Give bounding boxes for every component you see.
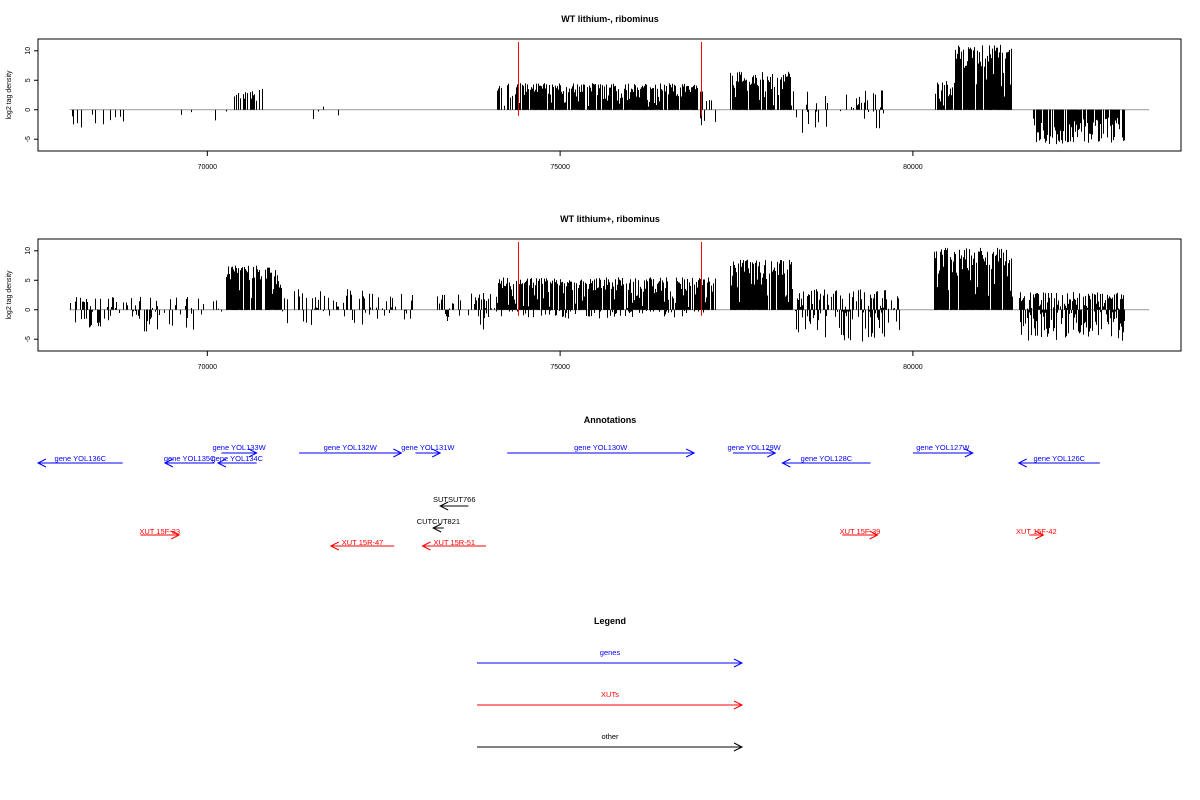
annotation-feature: gene YOL126C <box>1017 454 1100 468</box>
annotation-feature: XUT 15F-33 <box>139 527 181 540</box>
y-axis-label: log2 tag density <box>6 270 13 320</box>
plot-frame <box>37 238 1182 352</box>
x-tick-label: 80000 <box>903 364 923 371</box>
arrow-left-icon <box>439 501 449 511</box>
annotation-feature: gene YOL127W <box>912 443 974 458</box>
annotation-feature: XUT 15R-47 <box>329 538 395 551</box>
annotation-feature: XUT 15F-42 <box>1016 527 1057 540</box>
plot-frame <box>37 38 1182 152</box>
y-tick-label: -5 <box>25 336 32 342</box>
annotation-label: XUT 15F-33 <box>139 527 180 536</box>
track-panel-lithium-minus: WT lithium-, ribominus log2 tag density … <box>6 14 1182 171</box>
bar-series <box>70 247 1125 342</box>
legend-title: Legend <box>594 616 626 626</box>
arrow-left-icon <box>431 523 442 533</box>
y-tick-label: 10 <box>25 247 32 255</box>
annotation-label: gene YOL134C <box>212 454 264 463</box>
annotation-label: gene YOL133W <box>212 443 266 452</box>
arrow-left-icon <box>421 541 431 551</box>
annotation-label: gene YOL127W <box>916 443 970 452</box>
annotation-label: gene YOL131W <box>401 443 455 452</box>
legend-items: genes XUTs other <box>477 648 744 752</box>
plot-area: -5 0 5 10 70000 75000 80000 <box>25 38 1182 171</box>
annotation-label: gene YOL130W <box>574 443 628 452</box>
annotation-label: XUT 15F-42 <box>1016 527 1057 536</box>
annotation-label: gene YOL136C <box>55 454 107 463</box>
legend-label: XUTs <box>601 690 619 699</box>
arrow-right-icon <box>767 448 777 458</box>
bar-series <box>72 44 1125 145</box>
annotation-feature: gene YOL131W <box>401 443 455 458</box>
legend-label: genes <box>600 648 621 657</box>
annotation-feature: gene YOL129W <box>728 443 782 458</box>
arrow-right-icon <box>964 448 974 458</box>
x-tick-label: 70000 <box>198 364 218 371</box>
arrow-left-icon <box>781 458 791 468</box>
arrow-left-icon <box>163 458 174 468</box>
arrow-left-icon <box>36 458 47 468</box>
annotation-feature: CUTCUT821 <box>417 517 460 533</box>
annotation-feature: gene YOL128C <box>781 454 871 468</box>
arrow-left-icon <box>216 458 227 468</box>
annotation-label: XUT 15F-39 <box>840 527 881 536</box>
panel-title: WT lithium+, ribominus <box>560 214 660 224</box>
y-axis-label: log2 tag density <box>6 70 13 120</box>
annotation-label: XUT 15R-51 <box>434 538 476 547</box>
y-tick-label: 5 <box>25 78 32 82</box>
legend: Legend genes XUTs other <box>477 616 744 752</box>
arrow-right-icon <box>170 530 181 540</box>
annotation-feature: gene YOL132W <box>299 443 403 458</box>
x-tick-label: 80000 <box>903 164 923 171</box>
arrow-right-icon <box>431 448 442 458</box>
legend-label: other <box>601 732 619 741</box>
annotation-label: CUTCUT821 <box>417 517 460 526</box>
annotation-label: gene YOL128C <box>801 454 853 463</box>
annotation-feature: SUTSUT766 <box>433 495 476 511</box>
legend-item: XUTs <box>477 690 744 710</box>
arrow-right-icon <box>869 530 879 540</box>
x-tick-label: 75000 <box>550 164 570 171</box>
y-tick-label: 5 <box>25 278 32 282</box>
arrow-right-icon <box>733 700 744 710</box>
y-tick-label: 10 <box>25 47 32 55</box>
annotation-label: gene YOL126C <box>1034 454 1086 463</box>
annotations-panel: Annotations gene YOL136C gene YOL135Cgene… <box>36 415 1100 551</box>
track-panel-lithium-plus: WT lithium+, ribominus log2 tag density … <box>6 214 1182 371</box>
arrow-left-icon <box>1017 458 1027 468</box>
annotation-label: XUT 15R-47 <box>342 538 384 547</box>
annotation-label: gene YOL132W <box>324 443 378 452</box>
annotation-feature: gene YOL130W <box>507 443 696 458</box>
annotation-feature: gene YOL133W <box>212 443 267 458</box>
annotation-feature: gene YOL135C <box>163 454 216 468</box>
annotation-feature: gene YOL136C <box>36 454 123 468</box>
legend-item: genes <box>477 648 744 668</box>
annotation-label: gene YOL135C <box>164 454 216 463</box>
arrow-left-icon <box>329 541 340 551</box>
plot-area: -5 0 5 10 70000 75000 80000 <box>25 238 1182 371</box>
x-tick-label: 70000 <box>198 164 218 171</box>
y-tick-label: 0 <box>25 108 32 112</box>
x-tick-label: 75000 <box>550 364 570 371</box>
annotations-title: Annotations <box>584 415 637 425</box>
annotation-label: gene YOL129W <box>728 443 782 452</box>
arrow-right-icon <box>733 742 744 752</box>
annotation-feature: XUT 15F-39 <box>840 527 881 540</box>
panel-title: WT lithium-, ribominus <box>561 14 659 24</box>
y-tick-label: -5 <box>25 136 32 142</box>
arrow-right-icon <box>248 448 258 458</box>
arrow-right-icon <box>685 448 696 458</box>
annotation-feature: XUT 15R-51 <box>421 538 487 551</box>
legend-item: other <box>477 732 744 752</box>
annotation-feature: gene YOL134C <box>212 454 264 468</box>
arrow-right-icon <box>1035 530 1045 540</box>
y-tick-label: 0 <box>25 308 32 312</box>
annotation-label: SUTSUT766 <box>433 495 476 504</box>
arrow-right-icon <box>393 448 403 458</box>
arrow-right-icon <box>733 658 744 668</box>
